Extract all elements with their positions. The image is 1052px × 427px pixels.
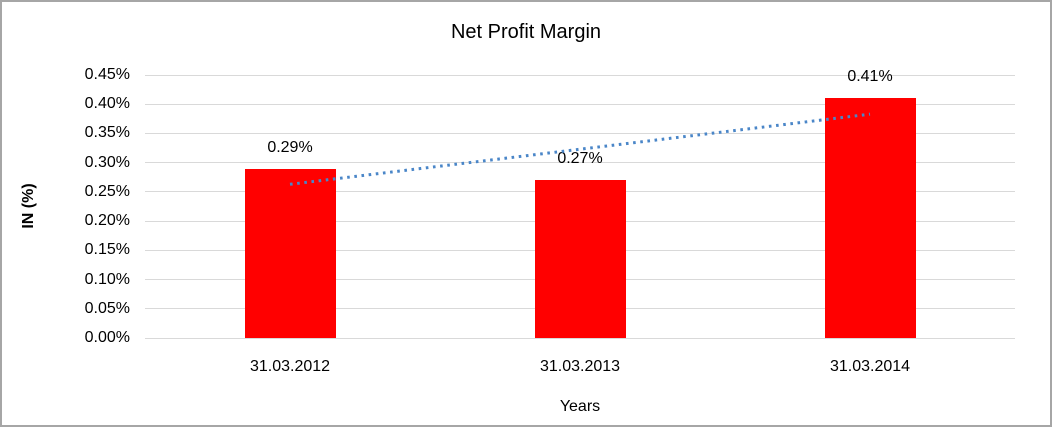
y-tick-label: 0.15% [84,241,130,259]
y-tick-label: 0.10% [84,270,130,288]
gridline [145,132,1015,134]
x-tick-label: 31.03.2012 [249,358,331,375]
bar-data-label: 0.27% [557,150,603,168]
y-tick-label: 0.35% [84,124,130,142]
gridline [145,337,1015,339]
bar-31.03.2012 [244,168,336,338]
y-tick-label: 0.45% [84,66,130,83]
y-axis-tick-labels: 0.45% 0.40% 0.35% 0.30% 0.25% 0.20% 0.15% 0.10%… [2,2,130,425]
y-tick-label: 0.40% [84,95,130,113]
bar-data-label: 0.41% [847,68,893,86]
gridline [145,74,1015,76]
bar-data-label: 0.29% [267,138,313,156]
y-tick-label: 0.20% [84,212,130,230]
y-tick-label: 0.25% [84,182,130,200]
chart-title: Net Profit Margin [450,21,602,43]
x-axis-title: Years [559,398,601,415]
bar-31.03.2013 [534,180,626,338]
bar-31.03.2014 [824,98,916,338]
y-tick-label: 0.00% [84,329,130,346]
gridline [145,103,1015,105]
y-tick-label: 0.30% [84,153,130,171]
x-tick-label: 31.03.2013 [539,358,621,375]
plot-area: 0.29% 0.27% 0.41% [145,68,1015,339]
y-tick-label: 0.05% [84,299,130,317]
x-tick-label: 31.03.2014 [829,358,911,375]
gridline [145,162,1015,164]
